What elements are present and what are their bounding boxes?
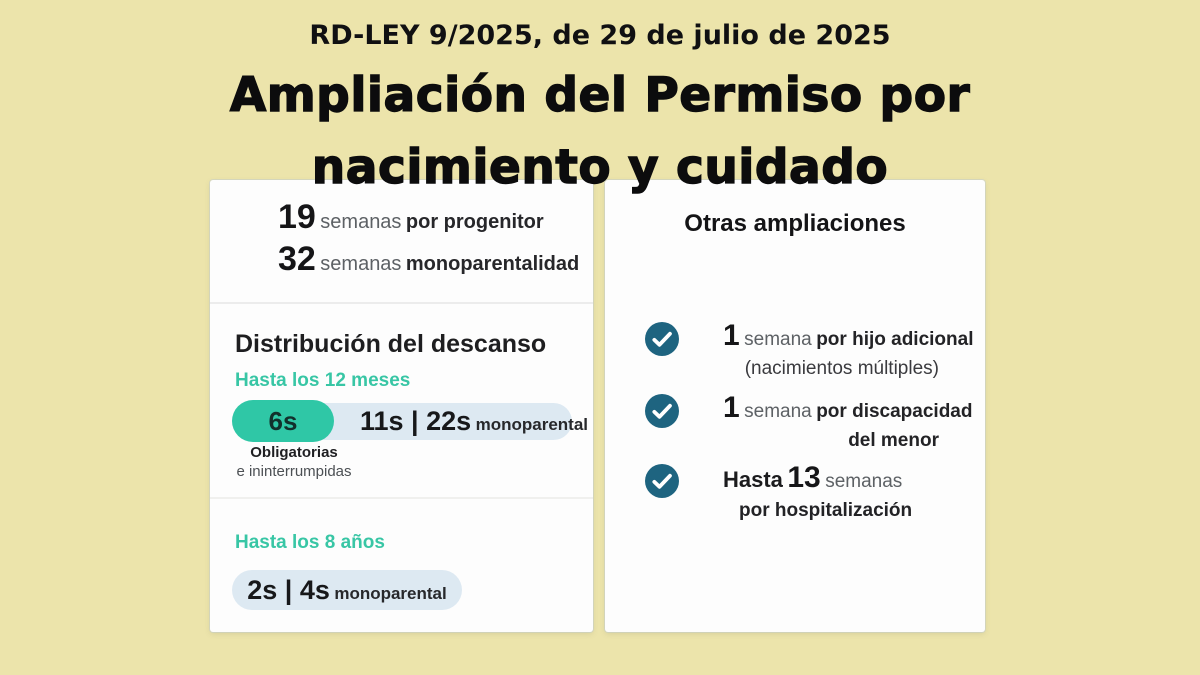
- extension-item-additional-child: 1 semana por hijo adicional (nacimientos…: [645, 319, 974, 381]
- extension-line2: (nacimientos múltiples): [744, 358, 939, 379]
- extension-number: 1: [723, 319, 740, 352]
- weeks-unit: semanas: [320, 253, 402, 275]
- section-divider: [210, 497, 593, 499]
- extension-text: Hasta 13 semanas por hospitalización: [723, 462, 939, 523]
- eight-years-values: 2s | 4s: [247, 575, 330, 605]
- page-title: Ampliación del Permiso por nacimiento y …: [0, 60, 1200, 204]
- other-extensions-heading: Otras ampliaciones: [684, 210, 906, 237]
- weeks-label: por progenitor: [405, 211, 544, 233]
- weeks-unit: semanas: [320, 211, 402, 233]
- weeks-number: 19: [278, 198, 316, 236]
- extension-unit: semana: [744, 329, 812, 350]
- check-circle-icon: [645, 464, 679, 498]
- stat-row-monoparental: 32 semanas monoparentalidad: [278, 238, 579, 280]
- extension-line2: del menor: [848, 430, 939, 451]
- leave-duration-card: 19 semanas por progenitor 32 semanas mon…: [210, 180, 593, 632]
- period-12-months-label: Hasta los 12 meses: [235, 370, 411, 391]
- other-extensions-card: Otras ampliaciones 1 semana por hijo adi…: [605, 180, 985, 632]
- extension-reason: por hijo adicional: [816, 329, 974, 350]
- extension-unit: semanas: [825, 471, 903, 492]
- extension-line1: 1 semana por discapacidad: [723, 391, 972, 429]
- extension-line1: 1 semana por hijo adicional: [723, 319, 974, 357]
- weeks-number: 32: [278, 240, 316, 278]
- extension-number: 13: [787, 461, 821, 494]
- section-divider: [210, 302, 593, 304]
- extension-text: 1 semana por hijo adicional (nacimientos…: [723, 319, 974, 381]
- extension-reason: por discapacidad: [816, 401, 973, 422]
- check-circle-icon: [645, 322, 679, 356]
- extension-prefix: Hasta: [723, 467, 783, 492]
- decree-reference: RD-LEY 9/2025, de 29 de julio de 2025: [309, 20, 891, 51]
- weeks-distribution-bar: 11s | 22s monoparental 6s: [232, 400, 588, 442]
- optional-weeks-values: 11s | 22s: [360, 406, 472, 436]
- extension-text: 1 semana por discapacidad del menor: [723, 391, 972, 453]
- period-8-years-label: Hasta los 8 años: [235, 532, 385, 553]
- eight-years-weeks-pill: 2s | 4s monoparental: [232, 570, 462, 610]
- extension-item-hospitalization: Hasta 13 semanas por hospitalización: [645, 462, 945, 523]
- caption-obligatorias: Obligatorias: [250, 444, 338, 461]
- page-title-line2: nacimiento y cuidado: [311, 139, 889, 195]
- extension-line1: Hasta 13 semanas: [723, 462, 939, 499]
- distribution-heading: Distribución del descanso: [235, 330, 547, 358]
- extension-unit: semana: [744, 401, 812, 422]
- extension-item-disability: 1 semana por discapacidad del menor: [645, 391, 972, 453]
- stat-row-progenitor: 19 semanas por progenitor: [278, 196, 579, 238]
- eight-years-suffix: monoparental: [334, 584, 447, 603]
- weeks-stats: 19 semanas por progenitor 32 semanas mon…: [278, 196, 579, 280]
- extension-number: 1: [723, 391, 740, 424]
- weeks-label: monoparentalidad: [405, 253, 580, 275]
- extension-line2: por hospitalización: [739, 500, 913, 521]
- optional-weeks-suffix: monoparental: [475, 415, 589, 434]
- mandatory-weeks-caption: Obligatorias e ininterrumpidas: [210, 443, 378, 481]
- caption-ininterrumpidas: e ininterrumpidas: [236, 463, 352, 480]
- mandatory-weeks-pill: 6s: [232, 400, 334, 442]
- page-title-line1: Ampliación del Permiso por: [229, 67, 971, 123]
- check-circle-icon: [645, 394, 679, 428]
